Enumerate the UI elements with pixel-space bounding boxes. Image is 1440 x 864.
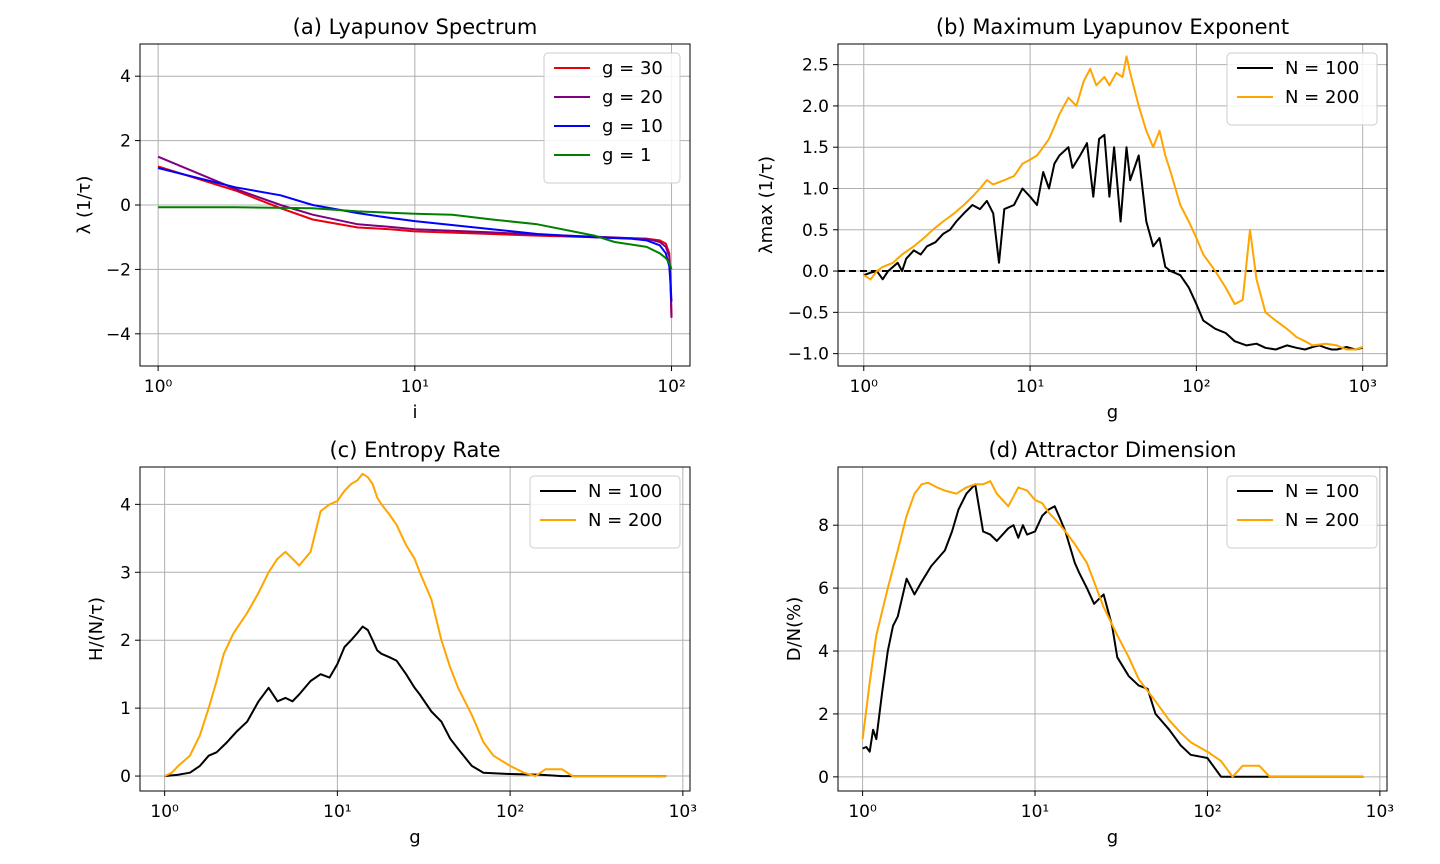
legend-label: N = 100 <box>1285 481 1359 502</box>
y-tick-label: 0 <box>120 196 131 216</box>
x-tick-label: 10² <box>496 802 524 822</box>
y-tick-label: 2.5 <box>802 56 829 76</box>
y-tick-label: 1.0 <box>802 179 829 199</box>
y-tick-label: 6 <box>818 579 829 599</box>
x-axis-label: g <box>409 827 420 848</box>
legend-label: g = 1 <box>602 145 651 166</box>
y-tick-label: 1.5 <box>802 138 829 158</box>
legend: g = 30 g = 20 g = 10 g = 1 <box>543 52 681 184</box>
series-line-g-10 <box>157 167 673 302</box>
series-line-n-200 <box>863 55 1364 351</box>
x-axis-label: i <box>412 402 417 423</box>
series-line-g-20 <box>157 155 673 318</box>
y-tick-label: 0.5 <box>802 221 829 241</box>
y-tick-label: 2 <box>818 705 829 725</box>
x-tick-label: 10² <box>1182 377 1210 397</box>
chart-title: (b) Maximum Lyapunov Exponent <box>936 15 1289 39</box>
chart-panel-d: 10⁰ 10¹ 10² 10³ 0 2 4 6 8 (d) Attractor Dimension… <box>784 438 1394 848</box>
series-line-n-100 <box>862 483 1364 778</box>
y-tick-label: 0 <box>818 768 829 788</box>
y-tick-label: 3 <box>120 563 131 583</box>
series-line-g-1 <box>158 206 673 270</box>
y-tick-label: 4 <box>818 642 829 662</box>
y-tick-label: 0.0 <box>802 262 829 282</box>
plot-frame <box>837 466 1388 792</box>
x-tick-label: 10¹ <box>401 377 429 397</box>
series-line-n-200 <box>861 480 1364 778</box>
x-tick-label: 10³ <box>1366 802 1394 822</box>
legend-label: g = 10 <box>602 116 663 137</box>
legend: N = 100 N = 200 <box>1226 52 1378 126</box>
y-tick-label: −4 <box>106 325 131 345</box>
legend-label: N = 200 <box>1285 510 1359 531</box>
y-tick-label: 2 <box>120 631 131 651</box>
y-axis-label: H/(N/τ) <box>86 597 107 661</box>
legend: N = 100 N = 200 <box>529 475 681 549</box>
chart-panel-c: 10⁰ 10¹ 10² 10³ 0 1 2 3 4 (c) Entropy Rate g H/(N/τ… <box>86 438 697 848</box>
chart-panel-b: 10⁰ 10¹ 10² 10³ −1.0 −0.5 0.0 0.5 1.0 1.5 2.0 2.5 (b… <box>756 15 1388 423</box>
y-tick-label: −0.5 <box>788 303 829 323</box>
legend-box <box>543 52 681 184</box>
x-tick-label: 10⁰ <box>150 802 179 822</box>
chart-title: (a) Lyapunov Spectrum <box>293 15 538 39</box>
y-tick-label: 4 <box>120 495 131 515</box>
x-tick-label: 10⁰ <box>144 377 173 397</box>
legend-label: N = 200 <box>1285 87 1359 108</box>
series-line-n-200 <box>164 472 667 778</box>
legend-label: g = 20 <box>602 87 663 108</box>
y-tick-label: 8 <box>818 516 829 536</box>
x-axis-label: g <box>1107 402 1118 423</box>
legend-box <box>529 475 681 549</box>
x-axis-label: g <box>1107 827 1118 848</box>
x-tick-label: 10² <box>1193 802 1221 822</box>
x-tick-label: 10¹ <box>1016 377 1044 397</box>
series-line-n-100 <box>164 625 667 778</box>
chart-title: (c) Entropy Rate <box>329 438 500 462</box>
chart-panel-a: 10⁰ 10¹ 10² −4 −2 0 2 4 (a) Lyapunov Spectrum i λ … <box>74 15 691 423</box>
x-tick-label: 10¹ <box>323 802 351 822</box>
plot-frame <box>139 466 691 792</box>
legend: N = 100 N = 200 <box>1226 475 1378 549</box>
y-axis-label: λmax (1/τ) <box>756 156 777 254</box>
chart-title: (d) Attractor Dimension <box>989 438 1237 462</box>
series-line-g-30 <box>157 165 673 318</box>
legend-box <box>1226 475 1378 549</box>
series-line-n-100 <box>863 133 1363 351</box>
y-tick-label: 4 <box>120 67 131 87</box>
y-axis-label: D/N(%) <box>784 597 805 662</box>
legend-label: N = 200 <box>588 510 662 531</box>
y-tick-label: 0 <box>120 767 131 787</box>
x-tick-label: 10¹ <box>1021 802 1049 822</box>
legend-label: N = 100 <box>588 481 662 502</box>
y-axis-label: λ (1/τ) <box>74 176 95 235</box>
x-tick-label: 10² <box>657 377 685 397</box>
legend-label: g = 30 <box>602 58 663 79</box>
legend-box <box>1226 52 1378 126</box>
plot-frame <box>837 43 1388 367</box>
x-tick-label: 10³ <box>669 802 697 822</box>
y-tick-label: 2 <box>120 132 131 152</box>
x-tick-label: 10⁰ <box>848 802 877 822</box>
x-tick-label: 10⁰ <box>850 377 879 397</box>
x-tick-label: 10³ <box>1348 377 1376 397</box>
y-tick-label: −2 <box>106 260 131 280</box>
y-tick-label: 1 <box>120 699 131 719</box>
y-tick-label: −1.0 <box>788 345 829 365</box>
legend-label: N = 100 <box>1285 58 1359 79</box>
y-tick-label: 2.0 <box>802 97 829 117</box>
